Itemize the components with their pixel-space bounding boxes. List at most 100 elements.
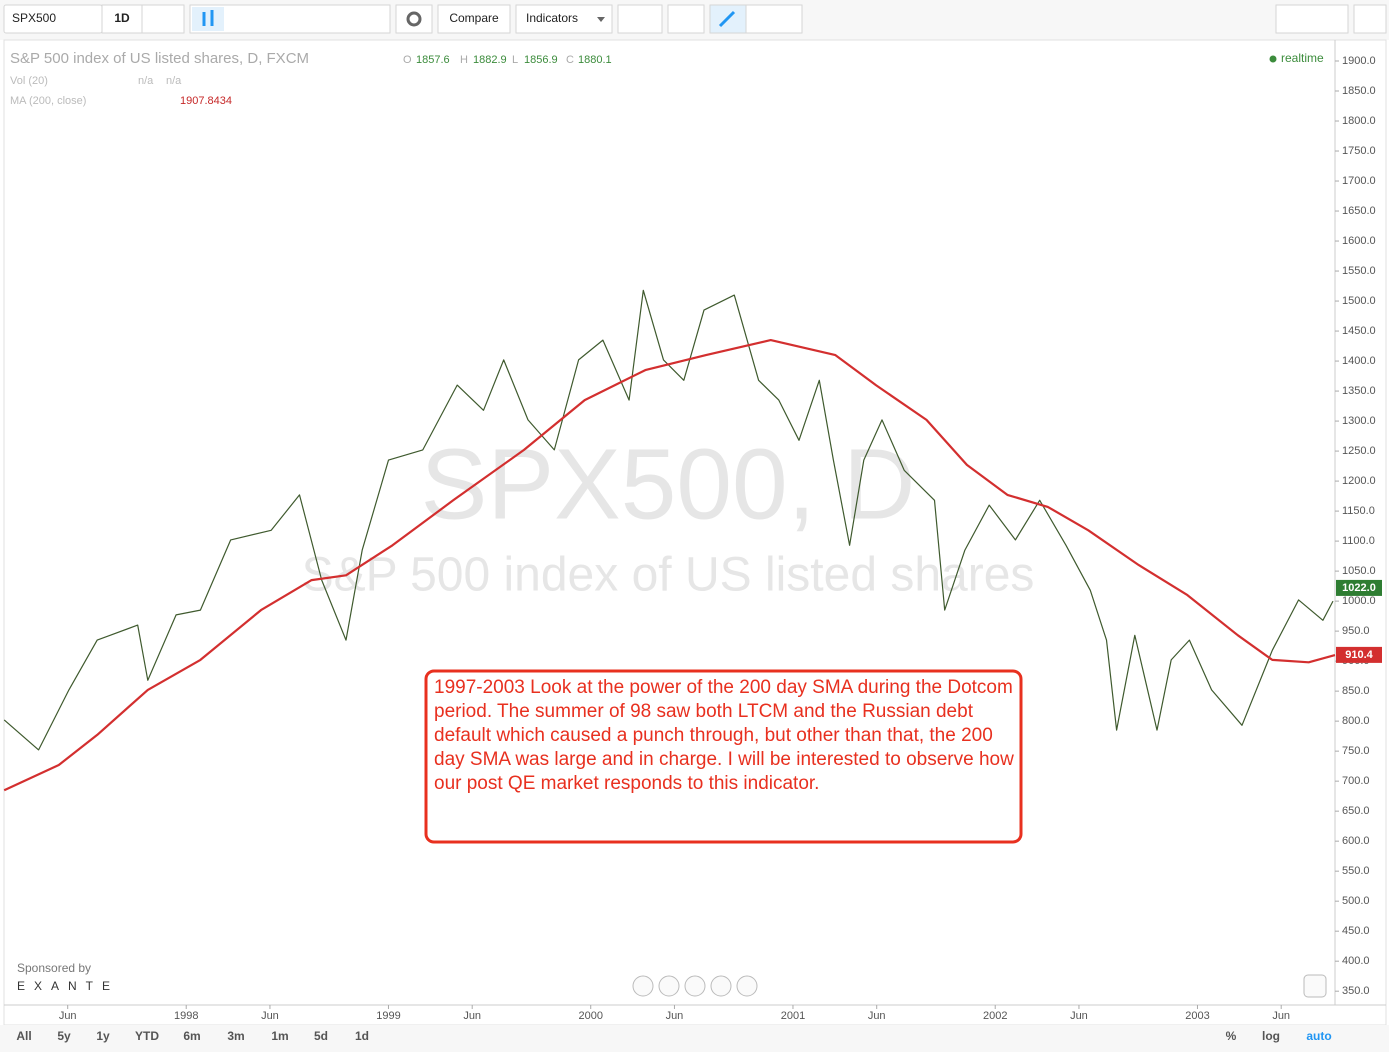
c-value: 1880.1 xyxy=(578,54,612,66)
symbol: SPX500 xyxy=(12,11,56,25)
bottom-bar xyxy=(0,1025,1389,1052)
watermark-name: S&P 500 index of US listed shares xyxy=(302,549,1035,602)
interval-menu[interactable] xyxy=(141,4,185,34)
y-tick-label: 1800.0 xyxy=(1342,115,1376,127)
annotation-box[interactable] xyxy=(424,669,1023,844)
realtime: realtime xyxy=(1281,51,1324,65)
watermark: SPX500, D S&P 500 index of US listed sha… xyxy=(302,428,1035,601)
range-button[interactable]: 5d xyxy=(314,1029,328,1043)
y-tick-label: 1450.0 xyxy=(1342,325,1376,337)
y-tick-label: 1400.0 xyxy=(1342,355,1376,367)
realtime-dot xyxy=(1269,55,1277,63)
scale-button[interactable]: % xyxy=(1226,1029,1237,1043)
scroll-left[interactable] xyxy=(632,975,654,997)
x-tick-label: Jun xyxy=(868,1010,886,1022)
scroll-end[interactable] xyxy=(1303,974,1327,998)
caret xyxy=(597,17,605,22)
c-label: C xyxy=(566,54,574,66)
y-tick-label: 450.0 xyxy=(1342,925,1370,937)
sponsor-brand[interactable]: EXANTE xyxy=(17,979,119,993)
y-tick-label: 650.0 xyxy=(1342,805,1370,817)
interval: 1D xyxy=(114,11,130,25)
last-price-tag: 1022.0 xyxy=(1342,582,1376,594)
y-tick-label: 1650.0 xyxy=(1342,205,1376,217)
range-button[interactable]: 6m xyxy=(183,1029,200,1043)
sponsor-label: Sponsored by xyxy=(17,961,91,975)
zoom-in[interactable] xyxy=(710,975,732,997)
alert-button[interactable] xyxy=(667,4,705,34)
legend-title: S&P 500 index of US listed shares, D, FX… xyxy=(10,50,309,67)
vol-value: n/a xyxy=(166,75,182,87)
x-tick-label: 1999 xyxy=(376,1010,400,1022)
annotation: 1997-2003 Look at the power of the 200 d… xyxy=(434,677,1014,794)
range-button[interactable]: 1d xyxy=(355,1029,369,1043)
indicators-button[interactable] xyxy=(515,4,613,34)
ma-last-tag-bg xyxy=(1336,646,1382,663)
l-value: 1856.9 xyxy=(524,54,558,66)
y-tick-label: 1350.0 xyxy=(1342,385,1376,397)
ideas-button[interactable] xyxy=(745,4,803,34)
candles-icon xyxy=(202,10,214,26)
y-tick-label: 700.0 xyxy=(1342,775,1370,787)
y-tick-label: 1850.0 xyxy=(1342,85,1376,97)
h-value: 1882.9 xyxy=(473,54,507,66)
y-tick-label: 1750.0 xyxy=(1342,145,1376,157)
x-tick-label: 2002 xyxy=(983,1010,1007,1022)
y-tick-label: 1500.0 xyxy=(1342,295,1376,307)
y-tick-label: 1600.0 xyxy=(1342,235,1376,247)
range-button[interactable]: All xyxy=(16,1029,31,1043)
pencil-icon xyxy=(718,10,736,28)
y-tick-label: 350.0 xyxy=(1342,985,1370,997)
y-tick-label: 1050.0 xyxy=(1342,565,1376,577)
y-tick-label: 1200.0 xyxy=(1342,475,1376,487)
h-label: H xyxy=(460,54,468,66)
reset[interactable] xyxy=(684,975,706,997)
scroll-right[interactable] xyxy=(736,975,758,997)
x-tick-label: Jun xyxy=(1272,1010,1290,1022)
range-button[interactable]: 3m xyxy=(227,1029,244,1043)
o-label: O xyxy=(403,54,412,66)
gear-icon xyxy=(406,11,422,27)
compare-button[interactable] xyxy=(437,4,511,34)
zoom-out[interactable] xyxy=(658,975,680,997)
scale-button[interactable]: auto xyxy=(1306,1029,1331,1043)
range-button[interactable]: 1m xyxy=(271,1029,288,1043)
ma-last-tag: 910.4 xyxy=(1345,649,1373,661)
last-price-tag-bg xyxy=(1336,579,1382,596)
fullscreen-button[interactable] xyxy=(1353,4,1387,34)
plot xyxy=(3,289,1336,792)
ma-value: 1907.8434 xyxy=(180,95,232,107)
y-tick-label: 1150.0 xyxy=(1342,505,1375,517)
candles-active xyxy=(192,7,224,31)
x-tick-label: 2000 xyxy=(578,1010,602,1022)
y-tick-label: 1300.0 xyxy=(1342,415,1376,427)
o-value: 1857.6 xyxy=(416,54,450,66)
range-button[interactable]: 5y xyxy=(57,1029,71,1043)
undo-redo[interactable] xyxy=(1275,4,1349,34)
vol-value: n/a xyxy=(138,75,154,87)
y-tick-label: 1700.0 xyxy=(1342,175,1376,187)
settings-button[interactable] xyxy=(395,4,433,34)
y-tick-label: 550.0 xyxy=(1342,865,1370,877)
x-tick-label: Jun xyxy=(666,1010,684,1022)
price-line xyxy=(3,289,1334,751)
y-tick-label: 500.0 xyxy=(1342,895,1370,907)
range-button[interactable]: YTD xyxy=(135,1029,159,1043)
scale-button[interactable]: log xyxy=(1262,1029,1280,1043)
x-tick-label: 2003 xyxy=(1185,1010,1209,1022)
l-label: L xyxy=(512,54,518,66)
y-tick-label: 1900.0 xyxy=(1342,55,1376,67)
annotation-holder: 1997-2003 Look at the power of the 200 d… xyxy=(434,677,1014,794)
x-tick-label: Jun xyxy=(1070,1010,1088,1022)
navigation xyxy=(632,974,1327,998)
range-button[interactable]: 1y xyxy=(96,1029,110,1043)
y-tick-label: 750.0 xyxy=(1342,745,1370,757)
template-button[interactable] xyxy=(617,4,663,34)
interval-box[interactable] xyxy=(101,4,143,34)
watermark-symbol: SPX500, D xyxy=(421,428,916,540)
y-tick-label: 1100.0 xyxy=(1342,535,1375,547)
y-tick-label: 600.0 xyxy=(1342,835,1370,847)
y-tick-label: 1000.0 xyxy=(1342,595,1376,607)
y-tick-label: 950.0 xyxy=(1342,625,1370,637)
